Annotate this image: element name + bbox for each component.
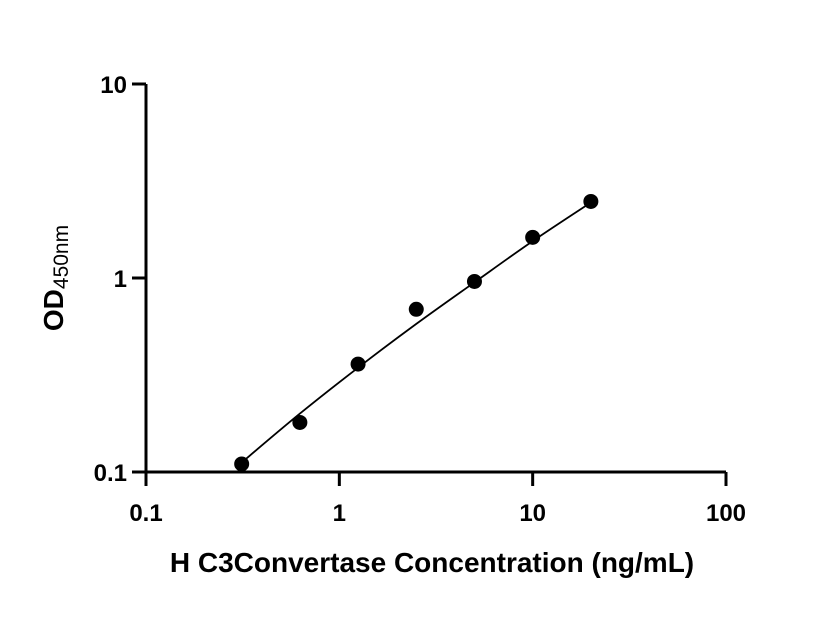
x-axis-ticks: 0.1 1 10 100 [129,472,746,527]
x-tick-label: 10 [519,500,546,527]
data-points [234,193,599,472]
x-tick-label: 100 [706,500,746,527]
y-axis-title-main: OD [38,289,69,331]
data-point [234,456,250,472]
y-tick-label: 1 [114,266,127,293]
y-tick-label: 0.1 [94,460,127,487]
data-point [292,414,308,430]
y-axis-title-subscript: 450nm [50,225,73,289]
x-axis-title: H C3Convertase Concentration (ng/mL) [170,547,694,578]
data-point [525,229,541,245]
y-tick-label: 10 [100,72,127,99]
data-point [350,356,366,372]
y-axis-title: OD450nm [38,225,73,331]
data-point [583,193,599,209]
x-tick-label: 1 [333,500,346,527]
data-point [466,273,482,289]
y-axis-ticks: 0.1 1 10 [94,72,146,487]
x-tick-label: 0.1 [129,500,162,527]
data-point [408,301,424,317]
